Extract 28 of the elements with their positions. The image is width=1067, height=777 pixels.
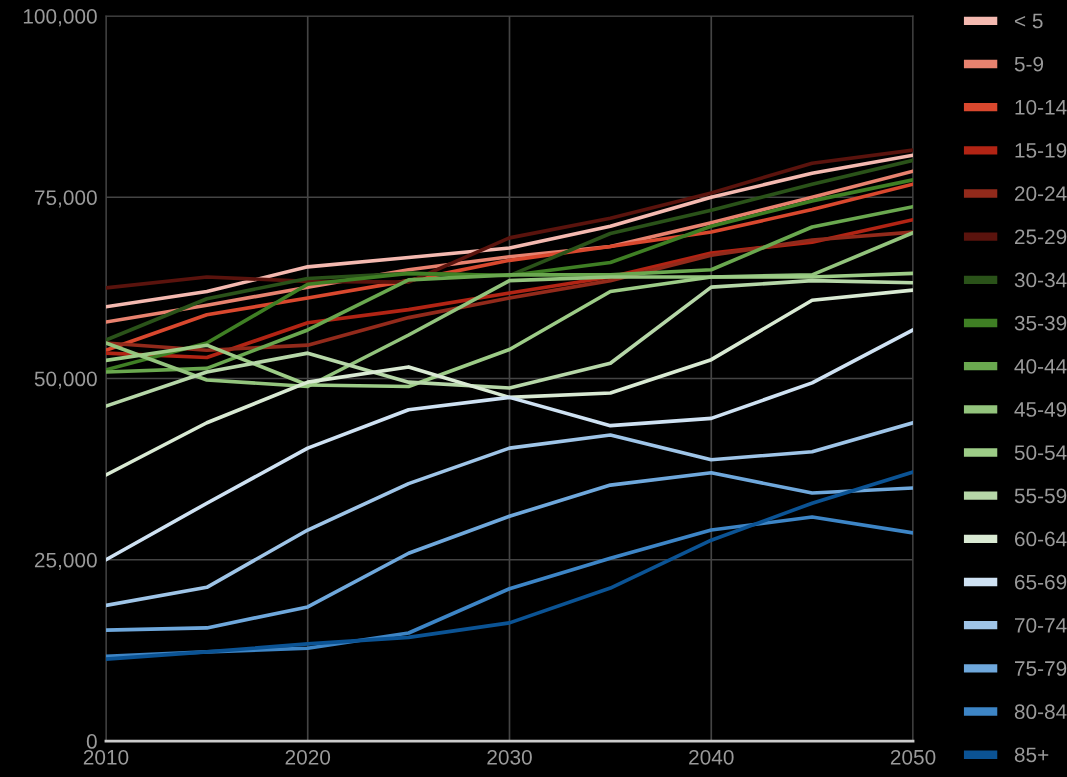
y-tick-label: 25,000	[34, 552, 97, 570]
x-tick-label: 2050	[890, 749, 936, 765]
y-tick-label: 50,000	[34, 371, 97, 389]
legend-label: 5-9	[1014, 56, 1044, 72]
legend-label: 60-64	[1014, 531, 1067, 547]
legend-label: 30-34	[1014, 272, 1067, 288]
legend-label: 10-14	[1015, 99, 1067, 115]
legend-label: 70-74	[1015, 617, 1067, 633]
legend-label: 65-69	[1014, 574, 1067, 590]
legend-label: 15-19	[1015, 143, 1067, 158]
legend-label: 75-79	[1015, 661, 1067, 676]
x-tick-label: 2040	[689, 749, 734, 765]
y-tick-label: 75,000	[34, 190, 97, 208]
legend-label: 20-24	[1014, 186, 1067, 201]
x-tick-label: 2030	[487, 749, 532, 765]
y-tick-label: 0	[86, 734, 97, 749]
legend-label: 35-39	[1014, 315, 1067, 331]
legend-label: 45-49	[1014, 402, 1067, 417]
legend-label: < 5	[1014, 13, 1043, 29]
legend-label: 25-29	[1014, 229, 1067, 245]
legend-label: 85+	[1014, 747, 1049, 763]
legend-label: 50-54	[1014, 445, 1067, 461]
x-tick-label: 2020	[285, 749, 331, 765]
x-tick-label: 2010	[83, 749, 129, 765]
legend-label: 80-84	[1014, 704, 1067, 720]
legend-label: 40-44	[1014, 358, 1067, 374]
y-tick-label: 100,000	[23, 9, 97, 27]
legend-label: 55-59	[1014, 488, 1067, 504]
